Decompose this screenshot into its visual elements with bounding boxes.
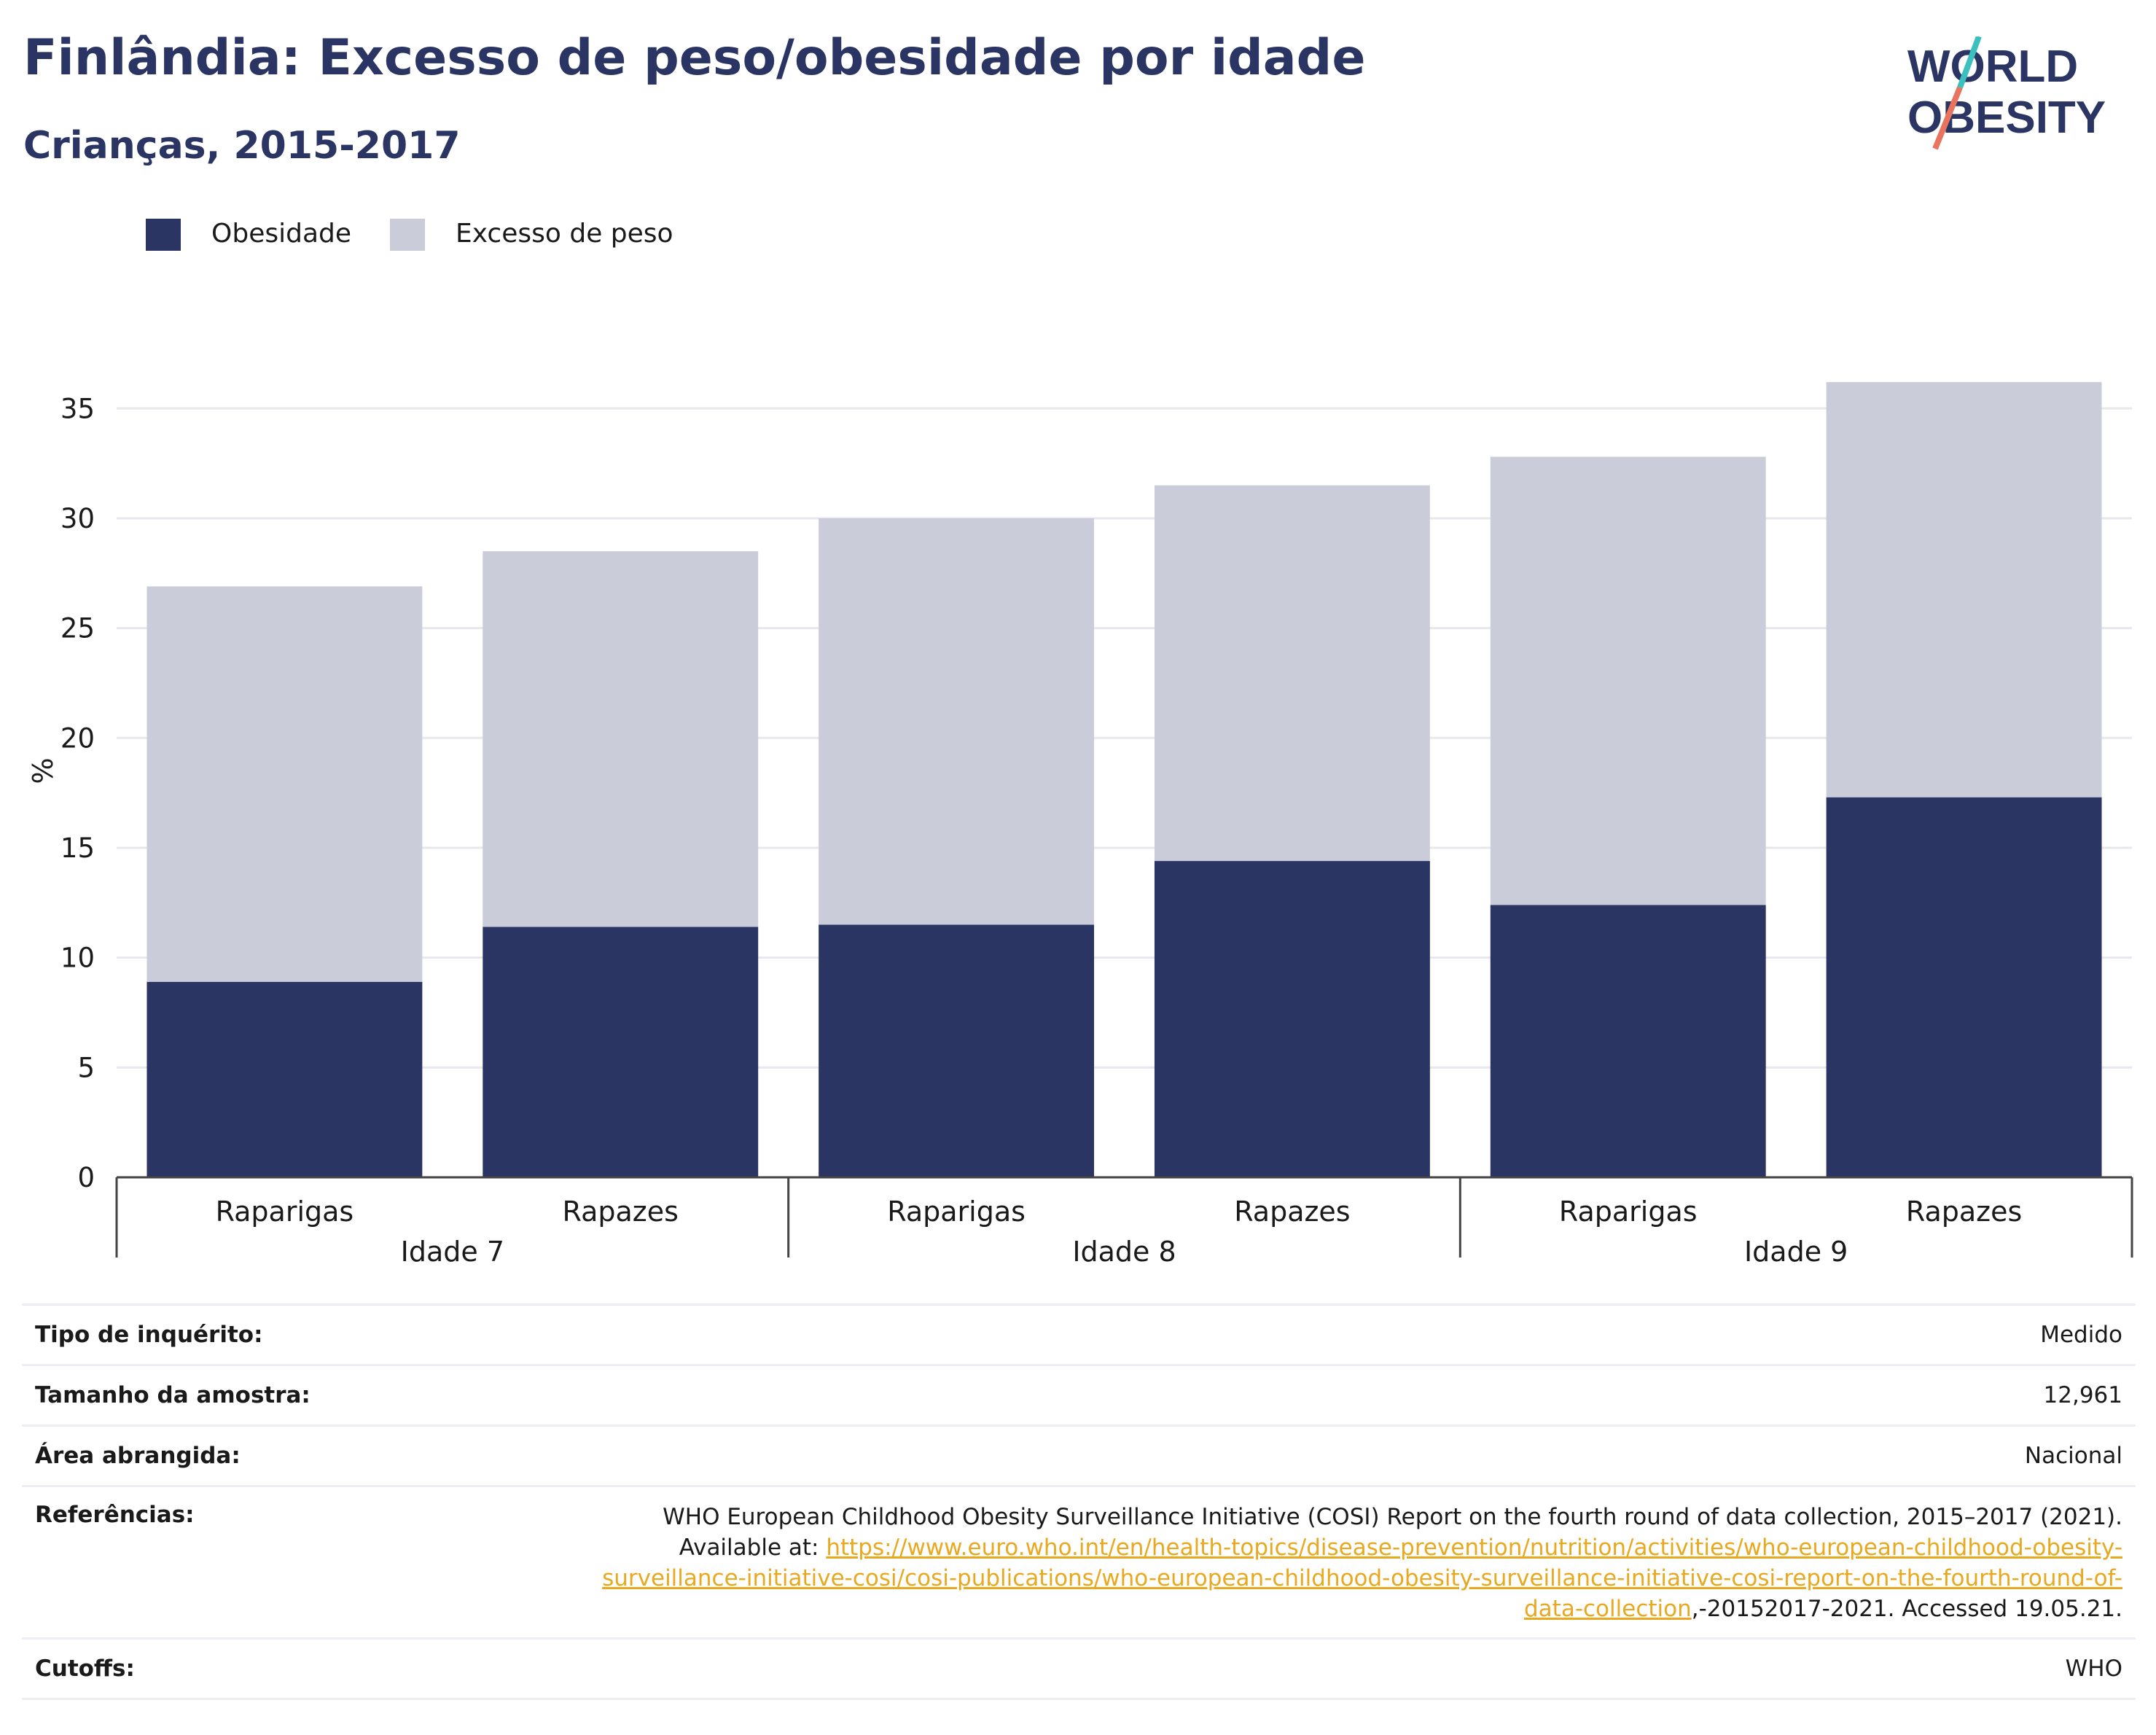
info-row-area: Área abrangida: Nacional: [22, 1424, 2136, 1485]
info-label: Tamanho da amostra:: [35, 1382, 310, 1408]
y-tick-label: 35: [60, 393, 95, 424]
bar-obesidade: [819, 924, 1095, 1177]
bar-obesidade: [1154, 861, 1430, 1177]
logo-line2: OBESITY: [1907, 93, 2106, 143]
bar-obesidade: [1490, 905, 1766, 1177]
y-tick-label: 5: [77, 1052, 95, 1083]
page-title: Finlândia: Excesso de peso/obesidade por…: [23, 29, 1366, 87]
bar-excesso-de-peso: [1826, 382, 2102, 798]
info-label: Referências:: [35, 1502, 195, 1528]
references-link[interactable]: https://www.euro.who.int/en/health-topic…: [602, 1535, 2122, 1622]
info-label: Tipo de inquérito:: [35, 1322, 263, 1348]
y-tick-label: 0: [77, 1162, 95, 1193]
bar-excesso-de-peso: [1490, 456, 1766, 905]
stacked-bar-chart: 0 5 10 15 20 25 30 35% Raparigas Rapazes Raparigas…: [27, 382, 2133, 1268]
bar-excesso-de-peso: [819, 518, 1095, 925]
info-value: WHO: [2065, 1656, 2122, 1682]
x-tick-label: Rapazes: [563, 1196, 679, 1228]
logo-line1: WORLD: [1907, 42, 2078, 92]
logo-slash-coral: [1932, 86, 1963, 150]
info-value: Nacional: [2024, 1443, 2122, 1469]
info-label: Cutoffs:: [35, 1656, 135, 1682]
y-axis-label: %: [27, 757, 59, 784]
y-tick-label: 25: [60, 613, 95, 644]
info-row-sample-size: Tamanho da amostra: 12,961: [22, 1364, 2136, 1424]
info-value: Medido: [2040, 1322, 2122, 1348]
info-table: Tipo de inquérito: Medido Tamanho da amo…: [22, 1303, 2136, 1700]
x-tick-label: Rapazes: [1234, 1196, 1350, 1228]
bar-excesso-de-peso: [483, 551, 759, 927]
bar-obesidade: [1826, 797, 2102, 1177]
legend-swatch-excesso: [390, 219, 425, 251]
info-row-survey-type: Tipo de inquérito: Medido: [22, 1303, 2136, 1364]
legend-label-obesidade: Obesidade: [211, 219, 352, 249]
references-text: WHO European Childhood Obesity Surveilla…: [577, 1502, 2122, 1624]
info-row-cutoffs: Cutoffs: WHO: [22, 1637, 2136, 1698]
y-tick-label: 30: [60, 503, 95, 534]
page-subtitle: Crianças, 2015-2017: [23, 124, 461, 168]
bar-obesidade: [147, 981, 423, 1177]
bar-excesso-de-peso: [1154, 485, 1430, 862]
bar-excesso-de-peso: [147, 586, 423, 982]
y-tick-label: 15: [60, 833, 95, 864]
bar-obesidade: [483, 927, 759, 1177]
group-label: Idade 7: [401, 1236, 504, 1268]
group-label: Idade 8: [1072, 1236, 1176, 1268]
x-tick-label: Raparigas: [887, 1196, 1026, 1228]
legend-label-excesso: Excesso de peso: [456, 219, 673, 249]
world-obesity-logo: WORLD OBESITY: [1907, 36, 2106, 150]
info-value: 12,961: [2043, 1382, 2122, 1408]
info-bottom-rule: [22, 1698, 2136, 1700]
references-text-1: WHO European Childhood Obesity Surveilla…: [663, 1504, 2122, 1561]
y-tick-label: 20: [60, 722, 95, 754]
y-tick-label: 10: [60, 943, 95, 974]
logo-slash-teal: [1957, 36, 1982, 89]
info-label: Área abrangida:: [35, 1443, 241, 1469]
legend-swatch-obesidade: [146, 219, 181, 251]
group-label: Idade 9: [1744, 1236, 1848, 1268]
x-tick-label: Raparigas: [1559, 1196, 1698, 1228]
x-tick-label: Rapazes: [1906, 1196, 2022, 1228]
info-row-references: Referências: WHO European Childhood Obes…: [22, 1485, 2136, 1637]
references-text-2: ,-20152017-2021. Accessed 19.05.21.: [1691, 1596, 2122, 1622]
x-tick-label: Raparigas: [216, 1196, 354, 1228]
